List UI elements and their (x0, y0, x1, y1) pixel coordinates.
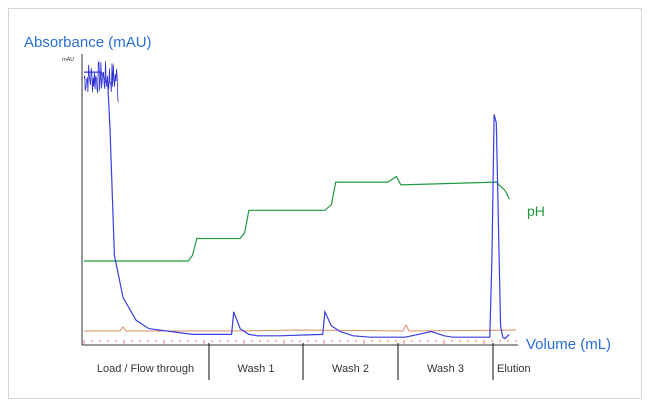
ph-series-line (84, 175, 510, 262)
y-unit-label: mAU (62, 57, 74, 63)
fraction-marks (83, 340, 517, 344)
phase-label: Load / Flow through (97, 363, 194, 375)
absorbance-noise-band (83, 60, 119, 103)
phase-label: Wash 3 (427, 363, 464, 375)
conductivity-line (84, 323, 517, 332)
phase-label: Wash 1 (238, 363, 275, 375)
x-axis-label: Volume (mL) (526, 336, 611, 353)
ph-series-label: pH (527, 203, 545, 219)
phase-label: Wash 2 (332, 363, 369, 375)
y-axis-label: Absorbance (mAU) (24, 34, 152, 51)
absorbance-series-line (84, 71, 510, 340)
phase-bar: Load / Flow through Wash 1 Wash 2 Wash 3 Elu… (97, 343, 531, 380)
phase-label: Elution (497, 363, 531, 375)
